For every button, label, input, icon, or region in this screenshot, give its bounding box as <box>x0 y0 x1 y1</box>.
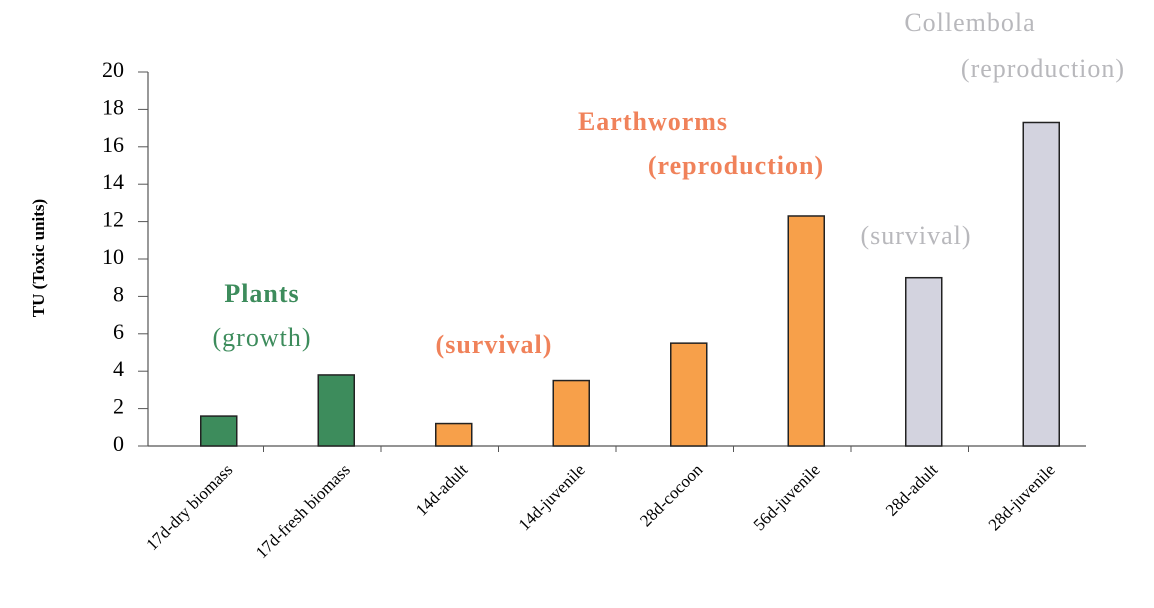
y-tick-label: 18 <box>102 94 124 119</box>
x-tick-label: 28d-adult <box>882 460 942 520</box>
y-axis-label: TU (Toxic units) <box>29 199 48 317</box>
y-tick-label: 6 <box>113 319 124 344</box>
bar <box>905 276 943 447</box>
x-tick-label: 28d-cocoon <box>636 460 707 531</box>
y-tick-label: 10 <box>102 244 124 269</box>
y-tick-label: 2 <box>113 394 124 419</box>
annotation: (survival) <box>860 221 971 250</box>
annotation: Earthworms <box>578 107 728 136</box>
annotation: (survival) <box>436 330 553 359</box>
y-tick-label: 0 <box>113 431 124 456</box>
x-tick-label: 56d-juvenile <box>750 460 824 534</box>
bar <box>787 215 825 447</box>
bar <box>317 374 355 447</box>
bar <box>670 342 708 447</box>
x-tick-label: 28d-juvenile <box>985 460 1059 534</box>
annotation: (growth) <box>213 323 312 352</box>
y-tick-label: 12 <box>102 207 124 232</box>
annotation: Plants <box>224 279 299 308</box>
annotation: (reproduction) <box>961 54 1125 83</box>
bar <box>435 422 473 447</box>
bar <box>1022 121 1060 447</box>
annotation: (reproduction) <box>648 151 824 180</box>
annotation: Collembola <box>904 8 1035 37</box>
y-tick-label: 20 <box>102 57 124 82</box>
x-tick-label: 14d-juvenile <box>515 460 589 534</box>
y-tick-label: 4 <box>113 356 124 381</box>
x-tick-label: 17d-fresh biomass <box>252 460 354 562</box>
y-tick-label: 14 <box>102 169 124 194</box>
bar <box>200 415 238 447</box>
y-tick-label: 8 <box>113 281 124 306</box>
x-tick-label: 14d-adult <box>412 460 472 520</box>
y-tick-label: 16 <box>102 132 124 157</box>
x-tick-label: 17d-dry biomass <box>142 460 236 554</box>
bar <box>552 379 590 447</box>
